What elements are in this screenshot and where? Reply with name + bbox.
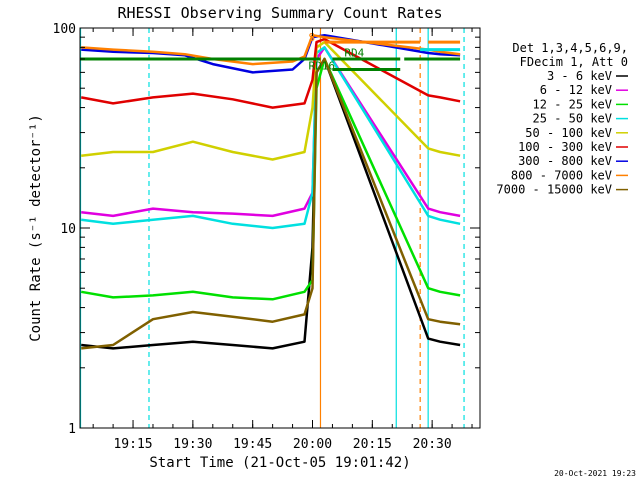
legend-label-2: 12 - 25 keV [533, 97, 612, 111]
y-axis-label: Count Rate (s⁻¹ detector⁻¹) [28, 114, 44, 342]
bar-label-1: RD4 [344, 47, 364, 60]
legend-label-7: 800 - 7000 keV [511, 168, 612, 182]
x-tick-label-2: 19:45 [233, 437, 272, 452]
x-tick-label-0: 19:15 [113, 437, 152, 452]
axes: 19:15 19:30 19:45 20:00 20:15 20:30 1 10 100 [53, 22, 480, 452]
legend-header-line-2: FDecim 1, Att 0 [520, 55, 628, 69]
y-tick-label-0: 1 [68, 422, 76, 437]
legend-label-4: 50 - 100 keV [525, 126, 612, 140]
y-tick-label-1: 10 [60, 222, 76, 237]
legend-label-8: 7000 - 15000 keV [496, 183, 612, 197]
series-line-0 [81, 57, 461, 350]
legend-label-5: 100 - 300 keV [518, 140, 612, 154]
legend-header-line-1: Det 1,3,4,5,6,9, [512, 41, 628, 55]
series-line-8 [81, 57, 461, 350]
x-tick-label-4: 20:15 [353, 437, 392, 452]
plot-area: S RD4 RD16 [79, 28, 465, 428]
x-axis-label: Start Time (21-Oct-05 19:01:42) [149, 455, 410, 471]
legend-label-3: 25 - 50 keV [533, 112, 612, 126]
legend-label-1: 6 - 12 keV [540, 83, 612, 97]
series-line-2 [80, 57, 461, 301]
legend-label-0: 3 - 6 keV [547, 69, 612, 83]
series-line-3 [81, 46, 461, 230]
chart-title: RHESSI Observing Summary Count Rates [117, 4, 442, 22]
timestamp: 20-Oct-2021 19:23 [554, 469, 636, 478]
series-line-5 [80, 37, 461, 109]
series-line-1 [81, 46, 461, 218]
bar-label-2: RD16 [309, 60, 336, 73]
bar-label-0: S [309, 31, 316, 44]
legend-label-6: 300 - 800 keV [518, 154, 612, 168]
y-tick-label-2: 100 [53, 22, 76, 37]
x-tick-label-1: 19:30 [173, 437, 212, 452]
x-tick-label-3: 20:00 [293, 437, 332, 452]
series-line-4 [81, 40, 461, 161]
x-tick-label-5: 20:30 [413, 437, 452, 452]
